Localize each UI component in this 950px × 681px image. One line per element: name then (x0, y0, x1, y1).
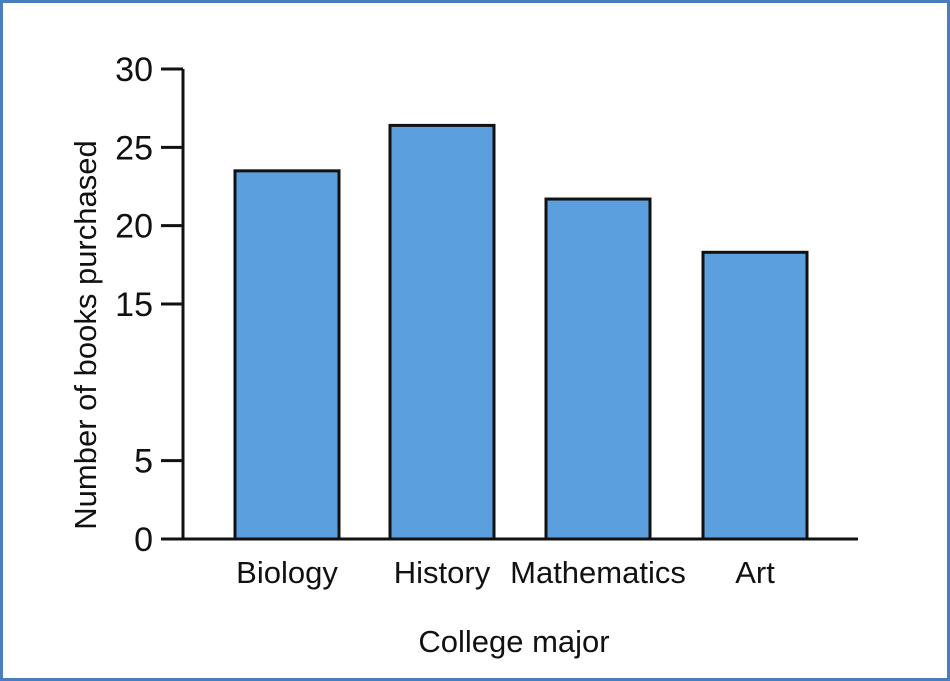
y-axis-title: Number of books purchased (68, 140, 103, 529)
y-tick-label-0: 0 (134, 521, 153, 559)
bar-history (388, 123, 496, 541)
y-tick-label-20: 20 (115, 208, 153, 246)
bar-biology (233, 169, 341, 541)
bar-art (701, 250, 809, 541)
category-label-history: History (394, 555, 491, 590)
category-label-mathematics: Mathematics (510, 555, 686, 590)
y-tick-label-25: 25 (115, 129, 153, 167)
category-labels-group: Biology History Mathematics Art (236, 555, 775, 590)
y-tick-label-15: 15 (115, 286, 153, 324)
bar-mathematics (544, 197, 652, 541)
x-axis-title: College major (418, 624, 609, 659)
y-tick-label-30: 30 (115, 51, 153, 89)
bars-group (233, 123, 809, 541)
y-ticks-group: 0 5 15 20 25 30 (115, 51, 183, 559)
category-label-biology: Biology (236, 555, 338, 590)
category-label-art: Art (735, 555, 775, 590)
y-tick-label-5: 5 (134, 443, 153, 481)
